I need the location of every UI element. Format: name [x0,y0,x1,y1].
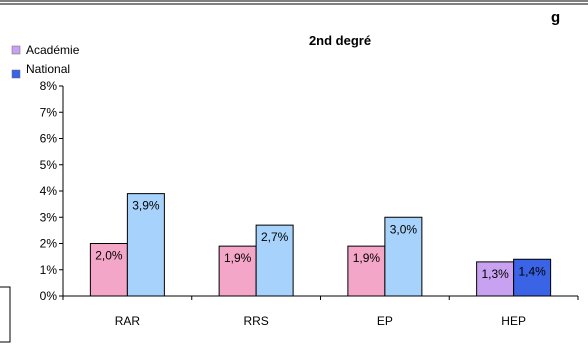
x-category-label: RAR [115,314,141,328]
header-fragment: g [551,9,560,26]
data-label: 2,0% [95,249,123,263]
frame-edge-fragment [0,286,11,343]
data-label: 3,0% [390,222,418,236]
bar-academie [476,261,515,297]
x-category-label: HEP [501,314,526,328]
y-tick-label: 8% [40,79,58,93]
legend-label-national: National [26,62,70,76]
bar-national [513,258,552,297]
bar-national [255,224,294,297]
bars: 2,0% 3,9% 1,9% 2,7% 1,9% 3,0% 1,3% 1,4% [89,193,552,297]
y-tick-label: 7% [40,105,58,119]
data-label: 1,3% [481,267,509,281]
legend-swatch-academie [11,45,21,55]
y-tick-label: 6% [40,132,58,146]
y-tick-label: 0% [40,289,58,303]
y-tick-label: 1% [40,263,58,277]
bar-national [126,193,165,297]
legend-label-academie: Académie [26,43,80,57]
data-label: 1,9% [224,251,252,265]
x-category-label: EP [377,314,393,328]
legend: Académie National [11,43,80,79]
data-label: 1,4% [518,264,546,278]
bar-academie [218,245,257,297]
bar-national [384,216,423,297]
data-label: 1,9% [353,251,381,265]
bar-academie [89,243,128,297]
y-tick-label: 4% [40,184,58,198]
data-label: 3,9% [132,199,160,213]
y-tick-label: 2% [40,237,58,251]
chart-title: 2nd degré [309,33,371,48]
axes: 0% 1% 2% 3% 4% 5% 6% 7% 8% RAR RRS EP HEP [40,79,579,328]
legend-swatch-national [11,69,21,79]
bar-academie [347,245,386,297]
x-category-label: RRS [243,314,268,328]
y-tick-label: 5% [40,158,58,172]
y-tick-label: 3% [40,210,58,224]
data-label: 2,7% [261,230,289,244]
top-border-rule [0,0,588,5]
